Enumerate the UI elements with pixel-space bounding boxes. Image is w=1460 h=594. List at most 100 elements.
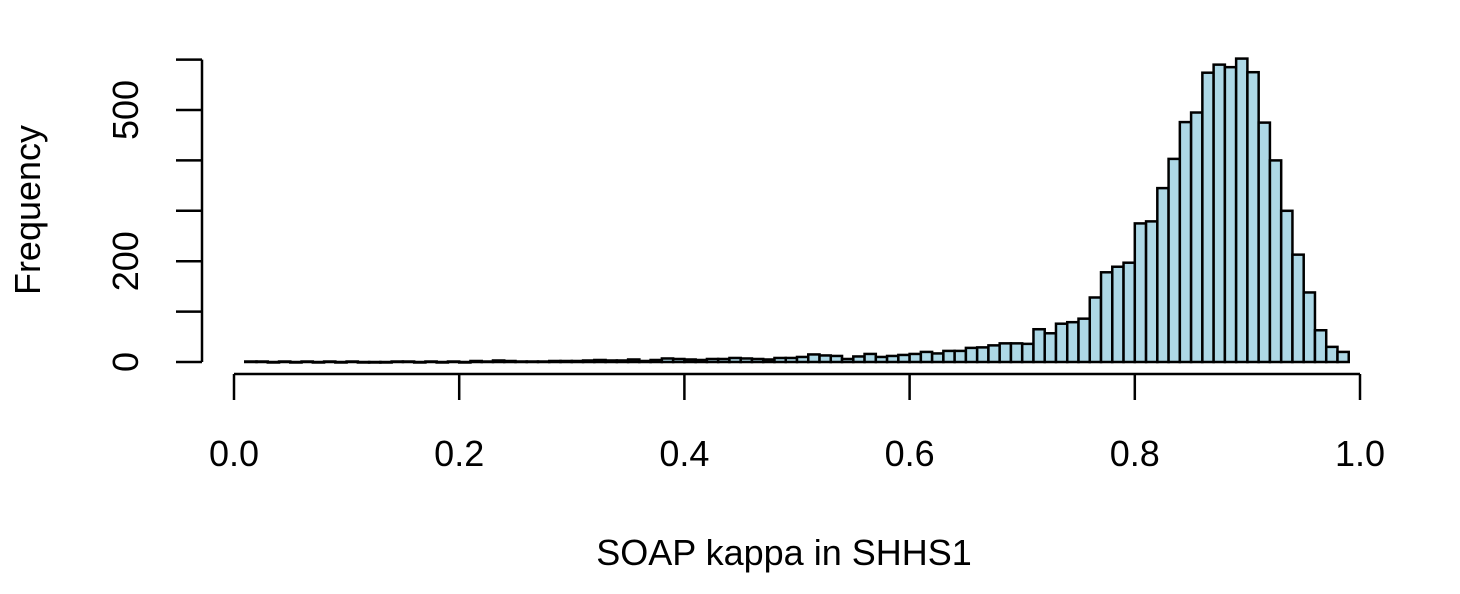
histogram-bar	[1268, 159, 1283, 364]
histogram-bar	[1088, 296, 1103, 364]
histogram-bar	[255, 360, 270, 364]
histogram-bar	[919, 350, 934, 364]
x-axis: 0.0 0.2 0.4 0.6 0.8 1.0	[209, 372, 1385, 474]
histogram-bar	[1020, 342, 1035, 364]
histogram-bar	[694, 358, 709, 364]
histogram-bar	[728, 356, 742, 364]
histogram-bar	[1279, 209, 1294, 364]
histogram-bar	[897, 353, 911, 364]
histogram-bar	[502, 359, 517, 364]
histogram-bar	[1133, 222, 1148, 364]
histogram-bar	[424, 360, 438, 364]
histogram-bar	[1302, 291, 1317, 364]
histogram-bar	[334, 360, 348, 364]
histogram-bar	[671, 357, 686, 364]
histogram-bar	[784, 356, 799, 364]
x-tick-label: 0.0	[209, 433, 259, 474]
histogram-bar	[1291, 253, 1305, 364]
histogram-bar	[1234, 57, 1249, 364]
histogram-bar	[548, 359, 562, 364]
histogram-bar	[1336, 350, 1350, 364]
histogram-bar	[480, 360, 495, 364]
histogram-bar	[604, 359, 619, 364]
histogram-bar	[660, 357, 675, 364]
histogram-bar	[356, 360, 371, 364]
histogram-bar	[266, 360, 281, 364]
y-tick-label: 200	[105, 231, 146, 291]
histogram-bar	[908, 352, 923, 364]
histogram-bar	[401, 360, 416, 364]
y-tick-label: 500	[105, 80, 146, 140]
histogram-bar	[987, 344, 1001, 364]
histogram-bar	[761, 358, 776, 364]
histogram-bar	[1122, 261, 1137, 364]
histogram-bar	[514, 360, 529, 364]
histogram-bar	[457, 360, 472, 364]
x-tick-label: 0.2	[434, 433, 484, 474]
histogram-bar	[739, 357, 754, 364]
histogram-bar	[311, 360, 326, 364]
histogram-bar	[1144, 220, 1159, 364]
histogram-bars	[244, 57, 1350, 364]
histogram-bar	[840, 357, 855, 364]
histogram-bar	[525, 360, 540, 364]
histogram-bar	[1065, 320, 1080, 364]
histogram-bar	[469, 359, 483, 364]
histogram-bar	[491, 359, 506, 364]
histogram-bar	[942, 349, 956, 364]
histogram-bar	[1099, 271, 1114, 364]
x-tick-label: 1.0	[1335, 433, 1385, 474]
histogram-bar	[1324, 345, 1339, 364]
histogram-bar	[638, 359, 652, 364]
histogram-bar	[716, 357, 731, 364]
histogram-bar	[1032, 327, 1046, 364]
histogram-bar	[1201, 71, 1215, 364]
histogram-bar	[1246, 70, 1260, 364]
x-axis-title: SOAP kappa in SHHS1	[596, 532, 972, 573]
histogram-bar	[930, 352, 945, 364]
histogram-bar	[289, 360, 303, 364]
histogram-bar	[390, 360, 405, 364]
y-axis: 0 200 500	[105, 58, 204, 372]
y-tick-label: 0	[105, 352, 146, 372]
histogram-bar	[379, 360, 393, 364]
histogram-bar	[1178, 120, 1193, 364]
histogram-bar	[795, 355, 810, 364]
histogram-bar	[874, 355, 889, 364]
x-tick-label: 0.8	[1110, 433, 1160, 474]
histogram-bar	[1009, 342, 1024, 364]
histogram-bar	[683, 358, 697, 364]
histogram-bar	[615, 359, 630, 364]
histogram-bar	[1257, 121, 1272, 364]
histogram-bar	[852, 355, 866, 364]
histogram-bar	[345, 360, 360, 364]
histogram-bar	[435, 360, 450, 364]
histogram-bar	[818, 354, 833, 364]
histogram-bar	[244, 360, 258, 364]
histogram-bar	[536, 360, 551, 364]
histogram-bar	[593, 358, 607, 364]
histogram-bar	[773, 356, 787, 364]
histogram-bar	[570, 359, 585, 364]
histogram-bar	[998, 342, 1013, 364]
histogram-bar	[446, 360, 461, 364]
histogram-bar	[964, 346, 979, 364]
histogram-bar	[581, 359, 596, 364]
histogram-bar	[705, 357, 720, 364]
y-axis-title: Frequency	[7, 125, 48, 295]
histogram-bar	[626, 358, 641, 364]
histogram-bar	[300, 360, 315, 364]
histogram-bar	[1111, 265, 1125, 364]
histogram-bar	[412, 360, 427, 364]
histogram-bar	[750, 357, 765, 364]
histogram-bar	[559, 359, 574, 364]
histogram-bar	[322, 360, 337, 364]
histogram-bar	[367, 360, 382, 364]
histogram-bar	[863, 352, 878, 364]
histogram-bar	[975, 346, 990, 364]
histogram-bar	[1313, 329, 1328, 364]
x-tick-label: 0.6	[885, 433, 935, 474]
histogram-bar	[1156, 186, 1170, 364]
histogram-bar	[1223, 65, 1238, 364]
